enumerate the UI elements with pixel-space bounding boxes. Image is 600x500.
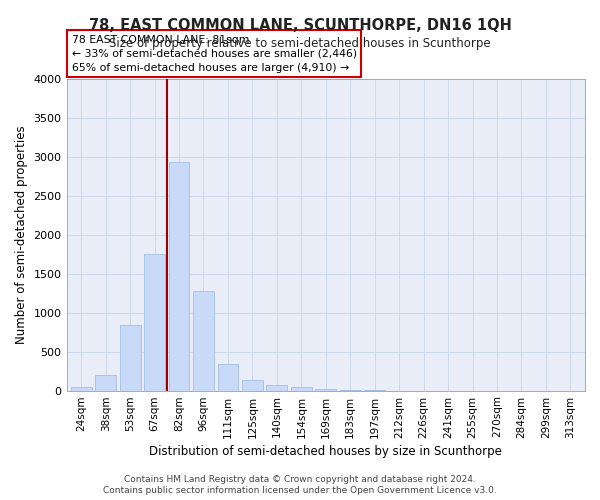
- Bar: [169, 162, 190, 390]
- Bar: [120, 325, 140, 390]
- Bar: [218, 364, 238, 390]
- Bar: [266, 385, 287, 390]
- Text: 78, EAST COMMON LANE, SCUNTHORPE, DN16 1QH: 78, EAST COMMON LANE, SCUNTHORPE, DN16 1…: [89, 18, 511, 32]
- Y-axis label: Number of semi-detached properties: Number of semi-detached properties: [15, 126, 28, 344]
- Text: 78 EAST COMMON LANE: 81sqm
← 33% of semi-detached houses are smaller (2,446)
65%: 78 EAST COMMON LANE: 81sqm ← 33% of semi…: [72, 35, 357, 73]
- Bar: [144, 254, 165, 390]
- X-axis label: Distribution of semi-detached houses by size in Scunthorpe: Distribution of semi-detached houses by …: [149, 444, 502, 458]
- Text: Contains public sector information licensed under the Open Government Licence v3: Contains public sector information licen…: [103, 486, 497, 495]
- Bar: [291, 388, 312, 390]
- Bar: [242, 380, 263, 390]
- Text: Contains HM Land Registry data © Crown copyright and database right 2024.: Contains HM Land Registry data © Crown c…: [124, 475, 476, 484]
- Bar: [193, 292, 214, 390]
- Bar: [95, 375, 116, 390]
- Text: Size of property relative to semi-detached houses in Scunthorpe: Size of property relative to semi-detach…: [109, 38, 491, 51]
- Bar: [71, 388, 92, 390]
